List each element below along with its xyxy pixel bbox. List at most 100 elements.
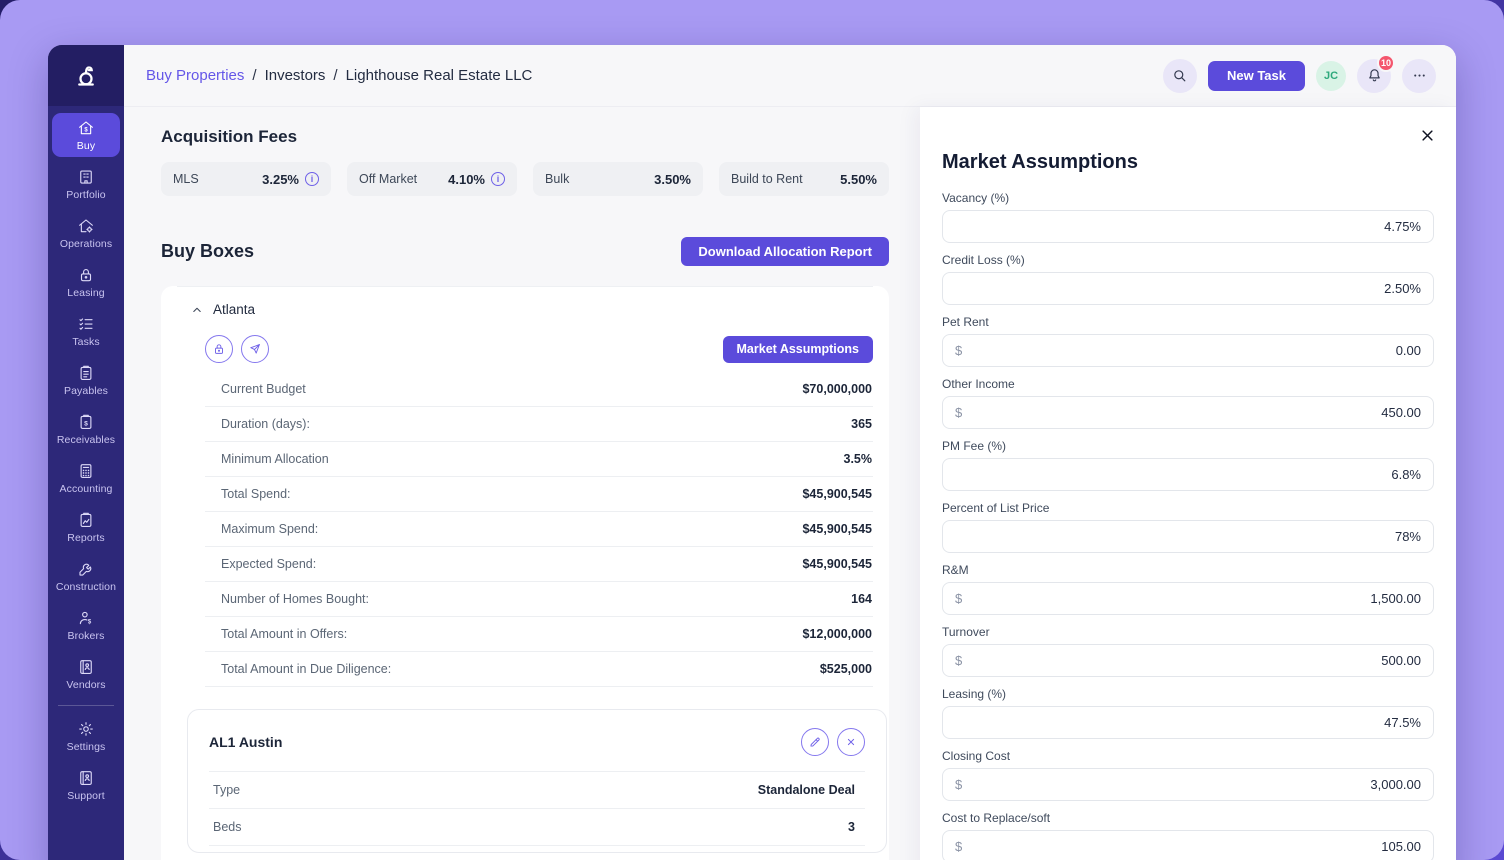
sidebar-item-construction[interactable]: Construction — [52, 552, 120, 601]
sidebar-item-label: Support — [67, 790, 105, 802]
sidebar-item-reports[interactable]: Reports — [52, 503, 120, 552]
sidebar-item-tasks[interactable]: Tasks — [52, 307, 120, 356]
contact-book-icon — [80, 771, 92, 785]
close-circle-icon — [847, 738, 855, 746]
send-market-button[interactable] — [241, 335, 269, 363]
app-logo[interactable] — [48, 45, 124, 106]
sidebar-item-label: Accounting — [59, 483, 113, 495]
field-value: 450.00 — [1381, 405, 1421, 420]
sidebar-item-leasing[interactable]: Leasing — [52, 258, 120, 307]
vacancy-input[interactable]: 4.75% — [942, 210, 1434, 243]
row-label: Duration (days): — [221, 417, 310, 431]
buy-boxes-card: Atlanta Market Assumptions Curren — [161, 286, 889, 860]
field-value: 2.50% — [1384, 281, 1421, 296]
ellipsis-icon — [1413, 74, 1425, 77]
search-button[interactable] — [1162, 58, 1197, 93]
breadcrumb-item[interactable]: Investors — [264, 67, 326, 84]
info-icon[interactable]: i — [305, 172, 319, 186]
sidebar-item-vendors[interactable]: Vendors — [52, 650, 120, 699]
sidebar-item-support[interactable]: Support — [52, 761, 120, 810]
leasing-input[interactable]: 47.5% — [942, 706, 1434, 739]
market-assumptions-button[interactable]: Market Assumptions — [722, 335, 873, 363]
user-avatar[interactable]: JC — [1316, 60, 1346, 91]
fee-value: 4.10% — [448, 171, 485, 187]
table-row: Type Standalone Deal — [209, 772, 865, 809]
download-allocation-report-button[interactable]: Download Allocation Report — [681, 237, 889, 266]
info-icon[interactable]: i — [491, 172, 505, 186]
field-label: Vacancy (%) — [942, 191, 1010, 205]
sidebar-item-receivables[interactable]: $ Receivables — [52, 405, 120, 454]
sidebar-item-buy[interactable]: $ Buy — [52, 113, 120, 157]
sidebar-item-label: Payables — [64, 385, 108, 397]
market-section-header[interactable]: Atlanta — [161, 287, 889, 317]
field-label: R&M — [942, 563, 969, 577]
fee-chip-off-market: Off Market 4.10% i — [347, 162, 517, 196]
credit-loss-input[interactable]: 2.50% — [942, 272, 1434, 305]
acquisition-fees-title: Acquisition Fees — [161, 127, 298, 146]
main-content: Acquisition Fees MLS 3.25% i Off Market … — [124, 107, 920, 860]
form-field-leasing: Leasing (%) 47.5% — [942, 687, 1434, 739]
cost-to-replace-input[interactable]: $ 105.00 — [942, 830, 1434, 860]
remove-deal-button[interactable] — [837, 728, 865, 756]
table-row: Total Spend: $45,900,545 — [205, 477, 873, 512]
dollar-icon: $ — [955, 591, 963, 606]
sidebar-item-label: Receivables — [56, 434, 116, 446]
lock-market-button[interactable] — [205, 335, 233, 363]
contact-book-icon — [80, 660, 92, 674]
closing-cost-input[interactable]: $ 3,000.00 — [942, 768, 1434, 801]
card-top-divider — [177, 286, 873, 287]
sidebar-item-brokers[interactable]: $ Brokers — [52, 601, 120, 650]
new-task-button[interactable]: New Task — [1207, 60, 1305, 91]
sidebar-item-accounting[interactable]: Accounting — [52, 454, 120, 503]
search-icon — [1174, 70, 1186, 82]
building-icon — [80, 170, 92, 184]
turnover-input[interactable]: $ 500.00 — [942, 644, 1434, 677]
fee-chip-mls: MLS 3.25% i — [161, 162, 331, 196]
deal-title: AL1 Austin — [209, 734, 283, 750]
drawer-close-button[interactable] — [1415, 123, 1439, 147]
sidebar-nav: $ Buy Portfolio Operations Leasing Tasks — [48, 106, 124, 860]
wrench-icon — [79, 563, 92, 576]
form-field-pm-fee: PM Fee (%) 6.8% — [942, 439, 1434, 491]
edit-icon — [810, 737, 820, 747]
market-assumptions-drawer: Market Assumptions Vacancy (%) 4.75% Cre… — [920, 107, 1456, 860]
sidebar-item-payables[interactable]: Payables — [52, 356, 120, 405]
dollar-icon: $ — [955, 343, 963, 358]
notification-badge: 10 — [1377, 53, 1395, 72]
chevron-up-icon[interactable] — [190, 303, 204, 317]
more-menu-button[interactable] — [1402, 58, 1436, 93]
breadcrumb-link[interactable]: Buy Properties — [146, 67, 245, 84]
sidebar-item-label: Operations — [59, 238, 113, 250]
fee-label: MLS — [173, 172, 199, 186]
pet-rent-input[interactable]: $ 0.00 — [942, 334, 1434, 367]
sidebar-item-settings[interactable]: Settings — [52, 712, 120, 761]
sidebar-item-operations[interactable]: Operations — [52, 209, 120, 258]
svg-text:$: $ — [84, 420, 88, 427]
row-value: 164 — [851, 592, 872, 606]
checklist-icon — [79, 318, 93, 330]
sidebar-item-label: Reports — [67, 532, 105, 544]
other-income-input[interactable]: $ 450.00 — [942, 396, 1434, 429]
lock-icon — [80, 269, 92, 282]
form-field-other-income: Other Income $ 450.00 — [942, 377, 1434, 429]
percent-of-list-price-input[interactable]: 78% — [942, 520, 1434, 553]
field-value: 1,500.00 — [1370, 591, 1421, 606]
person-dollar-icon: $ — [79, 611, 92, 626]
edit-deal-button[interactable] — [801, 728, 829, 756]
drawer-title: Market Assumptions — [942, 151, 1138, 173]
row-value: $45,900,545 — [802, 522, 872, 536]
send-icon — [250, 344, 260, 354]
sidebar-item-portfolio[interactable]: Portfolio — [52, 160, 120, 209]
form-field-closing-cost: Closing Cost $ 3,000.00 — [942, 749, 1434, 801]
pm-fee-input[interactable]: 6.8% — [942, 458, 1434, 491]
sidebar-item-label: Tasks — [72, 336, 100, 348]
app-window: $ Buy Portfolio Operations Leasing Tasks — [48, 45, 1456, 860]
dollar-icon: $ — [955, 653, 963, 668]
form-field-turnover: Turnover $ 500.00 — [942, 625, 1434, 677]
swan-logo-icon — [78, 65, 94, 86]
rm-input[interactable]: $ 1,500.00 — [942, 582, 1434, 615]
field-label: Credit Loss (%) — [942, 253, 1025, 267]
fee-chip-build-to-rent: Build to Rent 5.50% — [719, 162, 889, 196]
sidebar-item-label: Buy — [76, 139, 96, 152]
sidebar-item-label: Leasing — [67, 287, 105, 299]
